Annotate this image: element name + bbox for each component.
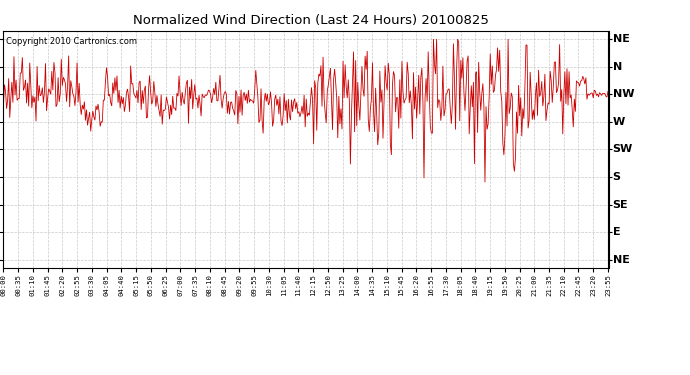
Text: S: S: [613, 172, 621, 182]
Text: SE: SE: [613, 200, 629, 210]
Text: Copyright 2010 Cartronics.com: Copyright 2010 Cartronics.com: [6, 37, 137, 46]
Text: NW: NW: [613, 89, 634, 99]
Text: N: N: [613, 62, 622, 72]
Text: Normalized Wind Direction (Last 24 Hours) 20100825: Normalized Wind Direction (Last 24 Hours…: [132, 14, 489, 27]
Text: W: W: [613, 117, 625, 127]
Text: NE: NE: [613, 255, 629, 265]
Text: SW: SW: [613, 144, 633, 154]
Text: E: E: [613, 227, 620, 237]
Text: NE: NE: [613, 34, 629, 44]
